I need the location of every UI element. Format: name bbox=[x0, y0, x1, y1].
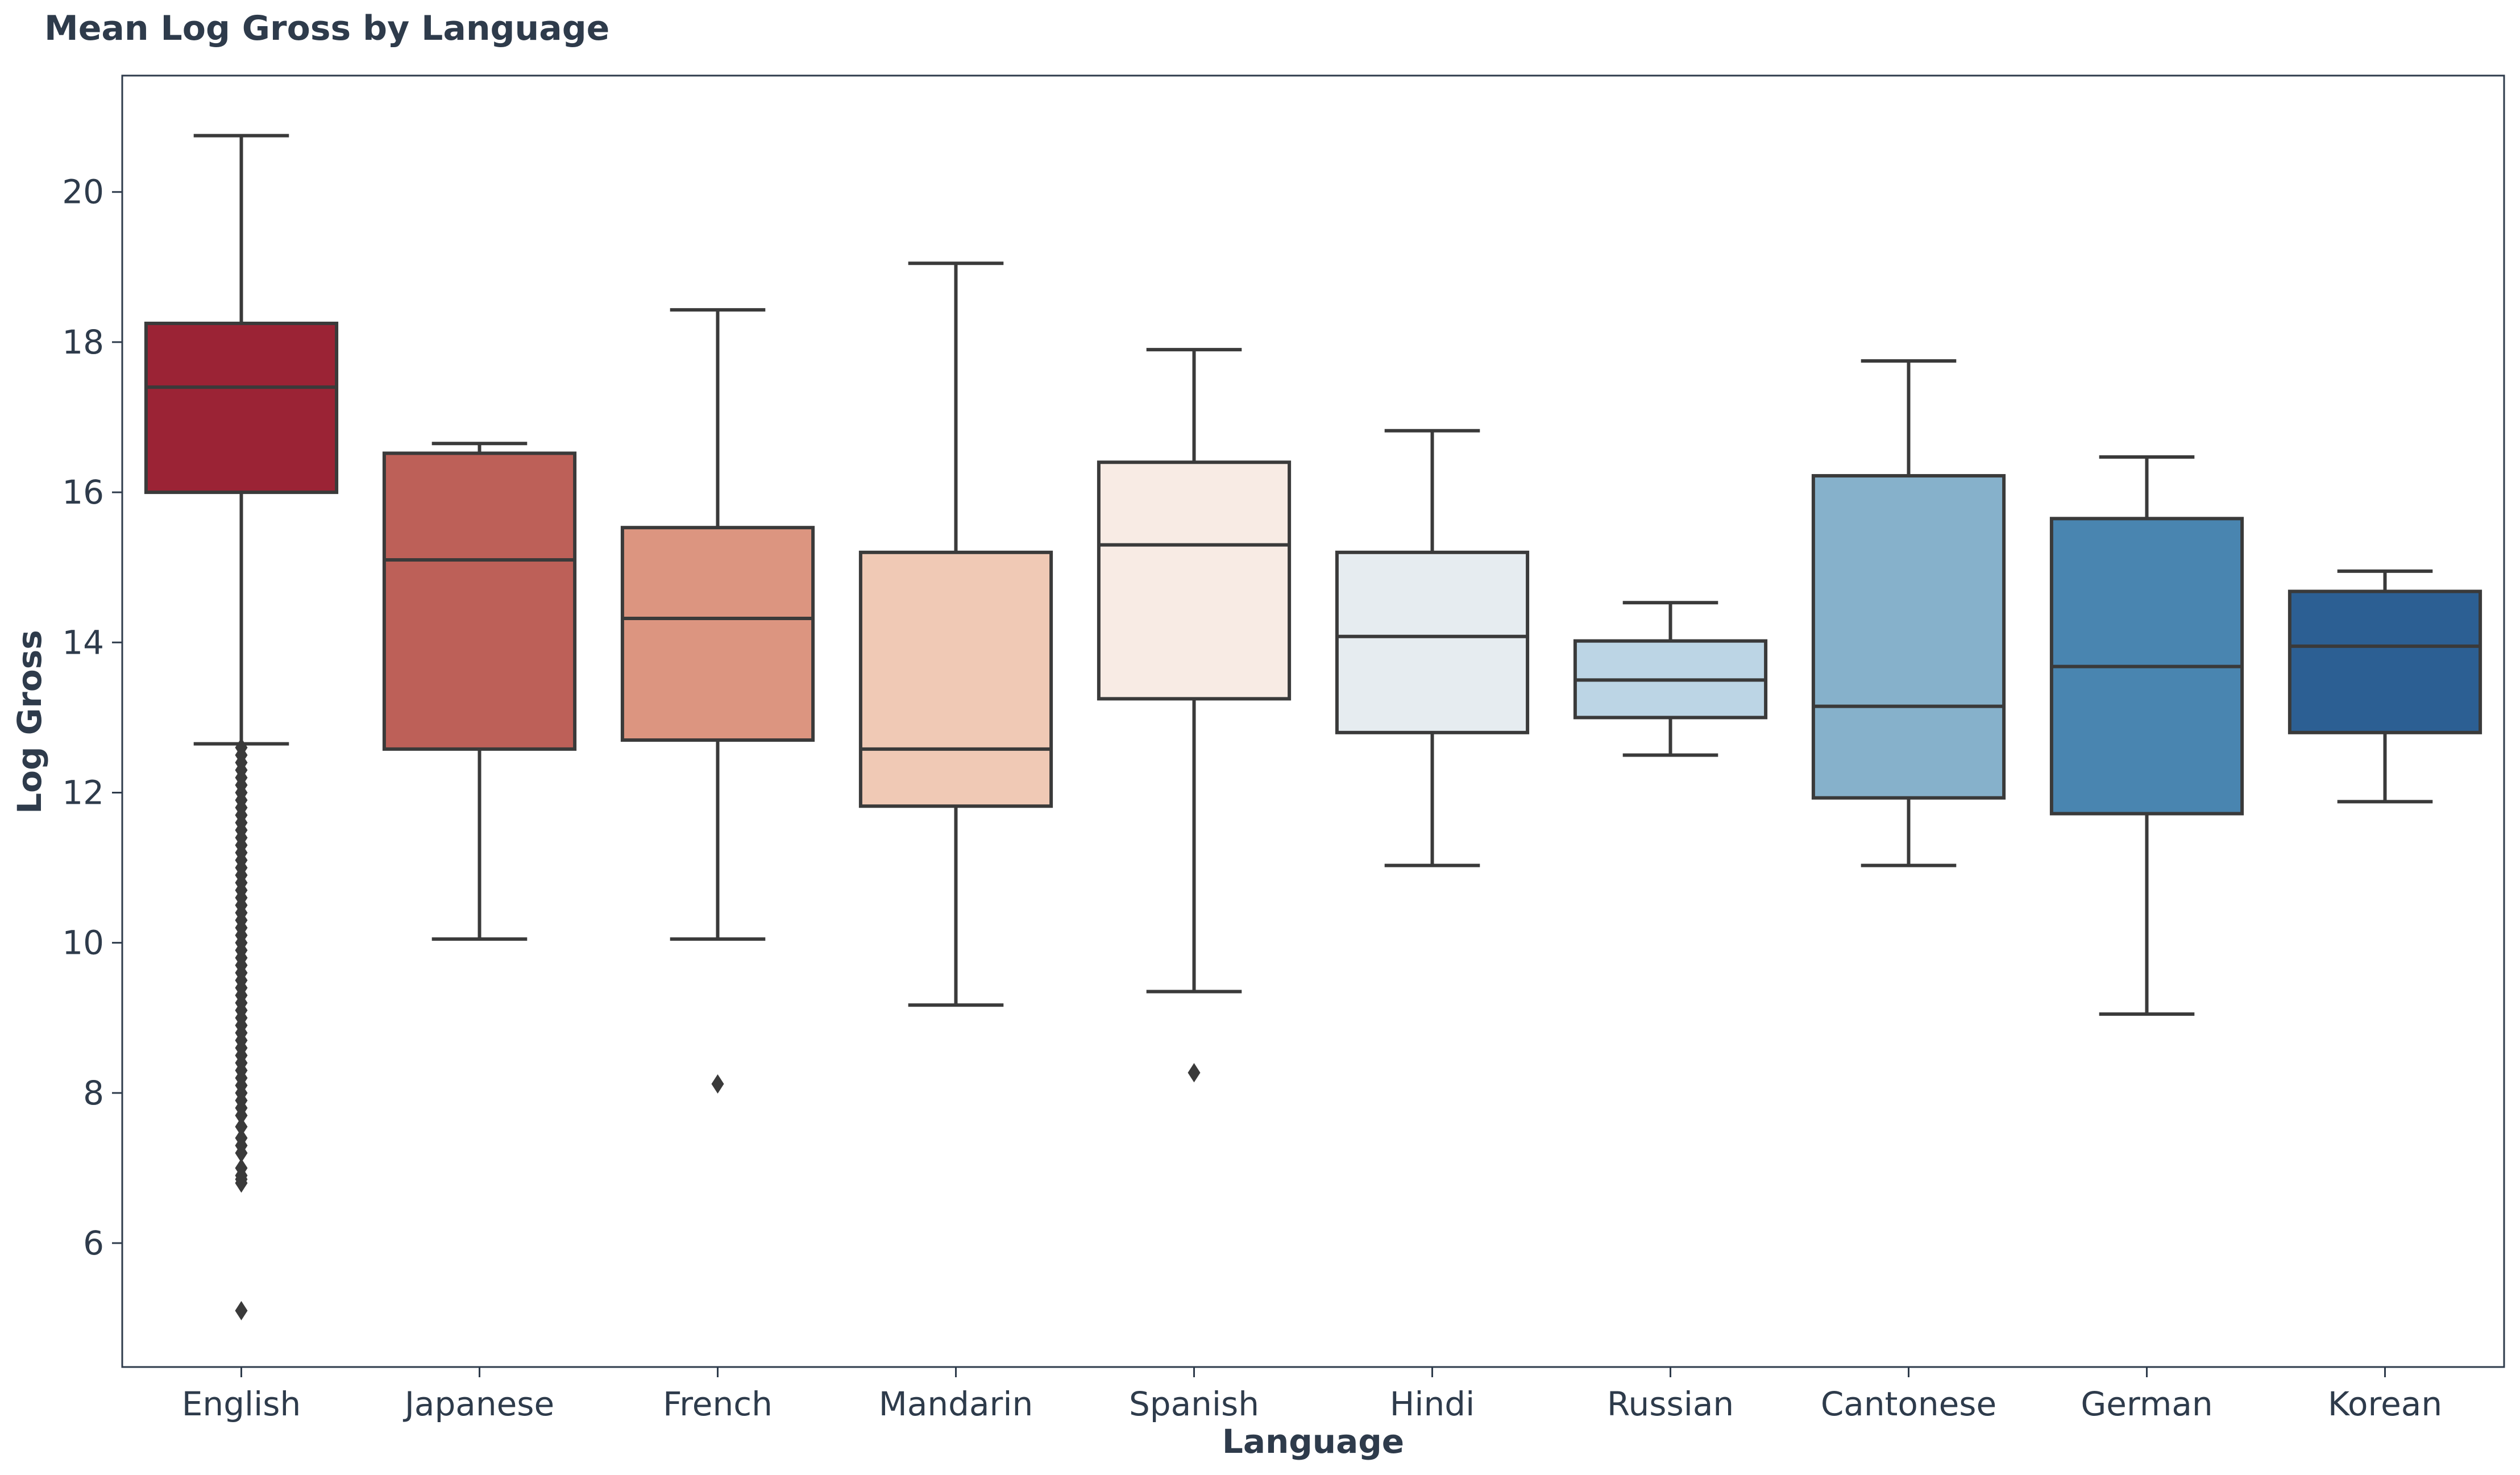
box-group-russian bbox=[1573, 601, 1768, 757]
y-tick-label: 6 bbox=[83, 1224, 104, 1262]
box-group-korean bbox=[2287, 569, 2482, 804]
outlier-point bbox=[711, 1074, 724, 1094]
x-tick-label: German bbox=[2081, 1385, 2212, 1423]
box-group-mandarin bbox=[858, 261, 1053, 1007]
box-iqr bbox=[620, 526, 815, 742]
outlier-point bbox=[235, 1301, 248, 1320]
x-tick-label: Hindi bbox=[1390, 1385, 1475, 1423]
x-tick-label: Cantonese bbox=[1821, 1385, 1996, 1423]
plot-area bbox=[144, 134, 2482, 1320]
x-tick-label: Japanese bbox=[403, 1385, 554, 1423]
box-group-cantonese bbox=[1811, 359, 2006, 867]
outlier-point bbox=[235, 1106, 248, 1125]
x-tick-label: Korean bbox=[2328, 1385, 2442, 1423]
box-iqr bbox=[858, 550, 1053, 808]
outlier-point bbox=[235, 1173, 248, 1193]
x-tick-label: Spanish bbox=[1129, 1385, 1259, 1423]
y-axis-label: Log Gross bbox=[10, 630, 49, 814]
y-tick-label: 20 bbox=[62, 173, 104, 211]
y-axis: 6 8 10 12 14 16 18 20 bbox=[62, 173, 122, 1262]
x-tick-label: English bbox=[182, 1385, 301, 1423]
y-tick-label: 12 bbox=[62, 773, 104, 812]
box-iqr bbox=[2287, 589, 2482, 734]
box-iqr bbox=[1811, 474, 2006, 800]
box-iqr bbox=[382, 451, 577, 751]
y-tick-label: 14 bbox=[62, 623, 104, 662]
box-iqr bbox=[1335, 550, 1530, 734]
x-tick-label: French bbox=[663, 1385, 773, 1423]
box-group-english bbox=[144, 134, 339, 1320]
chart-title: Mean Log Gross by Language bbox=[44, 9, 609, 48]
box-group-japanese bbox=[382, 442, 577, 941]
box-group-spanish bbox=[1097, 348, 1292, 1083]
box-group-french bbox=[620, 308, 815, 1094]
x-axis: English Japanese French Mandarin Spanish Hind… bbox=[182, 1367, 2442, 1423]
outlier-point bbox=[235, 1117, 248, 1137]
outlier-point bbox=[235, 1143, 248, 1163]
x-tick-label: Russian bbox=[1607, 1385, 1734, 1423]
plot-frame bbox=[121, 74, 2505, 1368]
x-axis-label: Language bbox=[1222, 1422, 1404, 1461]
box-iqr bbox=[1097, 460, 1292, 701]
y-tick-label: 16 bbox=[62, 473, 104, 512]
y-tick-label: 18 bbox=[62, 323, 104, 362]
x-tick-label: Mandarin bbox=[879, 1385, 1033, 1423]
box-group-german bbox=[2049, 455, 2244, 1016]
outlier-point bbox=[1188, 1063, 1201, 1083]
box-iqr bbox=[144, 321, 339, 495]
y-tick-label: 10 bbox=[62, 924, 104, 962]
y-tick-label: 8 bbox=[83, 1074, 104, 1112]
box-group-hindi bbox=[1335, 429, 1530, 867]
